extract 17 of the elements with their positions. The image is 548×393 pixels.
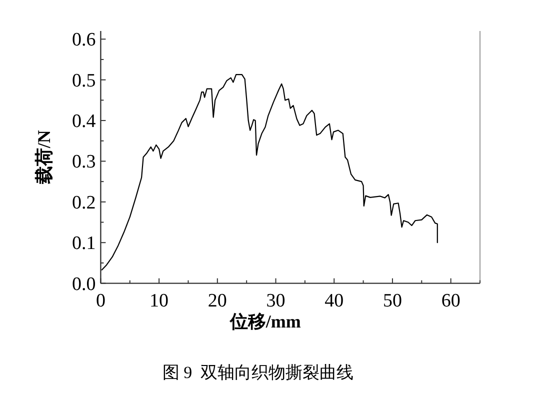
y-tick-label: 0.5	[72, 70, 96, 92]
y-tick-label: 0.3	[72, 152, 96, 173]
y-tick-label: 0.6	[72, 30, 96, 51]
x-tick-label: 60	[441, 290, 460, 312]
y-axis-title: 载荷/N	[34, 130, 54, 186]
y-tick-label: 0.1	[72, 233, 96, 254]
x-tick-label: 50	[382, 290, 402, 312]
x-tick-label: 20	[208, 290, 227, 312]
x-tick-label: 10	[150, 290, 169, 312]
y-tick-label: 0.2	[72, 192, 96, 214]
x-tick-label: 0	[96, 290, 106, 312]
y-tick-label: 0.0	[72, 274, 96, 295]
x-tick-label: 30	[266, 290, 286, 312]
y-tick-label: 0.4	[72, 111, 96, 132]
x-axis-title: 位移/mm	[228, 311, 301, 332]
caption: 图 9 双轴向织物撕裂曲线	[162, 363, 354, 382]
x-tick-label: 40	[324, 290, 344, 312]
